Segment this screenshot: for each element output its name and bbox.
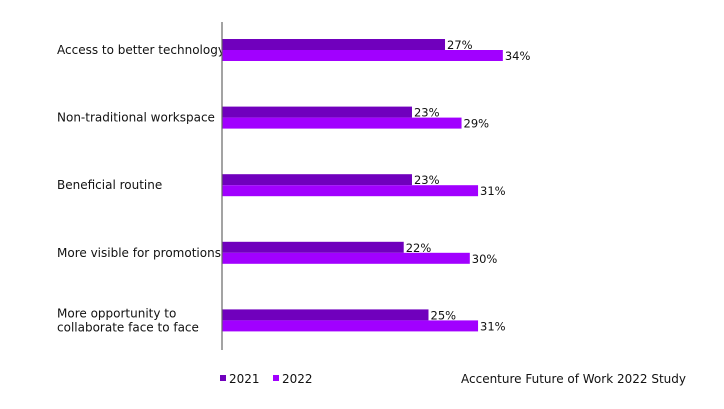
legend: 2021 2022 xyxy=(220,372,313,386)
legend-swatch-2021 xyxy=(220,375,226,381)
data-label: 31% xyxy=(480,319,506,333)
bar-2022 xyxy=(222,185,479,197)
data-label: 25% xyxy=(431,308,457,322)
bar-2022 xyxy=(222,252,470,264)
category-label: Beneficial routine xyxy=(57,178,162,192)
bar-2021 xyxy=(222,174,412,186)
legend-label: 2022 xyxy=(282,372,313,386)
bar-2021 xyxy=(222,241,404,253)
bar-2021 xyxy=(222,106,412,118)
legend-label: 2021 xyxy=(229,372,260,386)
category-label: More opportunity to collaborate face to f… xyxy=(57,306,199,334)
data-label: 30% xyxy=(472,252,498,266)
bar-2021 xyxy=(222,309,429,321)
data-label: 29% xyxy=(464,117,490,131)
source-note: Accenture Future of Work 2022 Study xyxy=(461,372,686,386)
data-label: 27% xyxy=(447,38,473,52)
category-label: More visible for promotions xyxy=(57,246,221,260)
bar-2022 xyxy=(222,50,503,61)
data-label: 22% xyxy=(406,241,432,255)
bar-2022 xyxy=(222,117,462,129)
legend-swatch-2022 xyxy=(273,375,279,381)
data-label: 31% xyxy=(480,184,506,198)
bar-2021 xyxy=(222,39,446,50)
category-label: Access to better technology xyxy=(57,43,225,57)
category-label: Non-traditional workspace xyxy=(57,111,215,125)
data-label: 23% xyxy=(414,106,440,120)
bars-layer: Access to better technology 27% 34% Non-tra… xyxy=(57,38,530,334)
data-label: 23% xyxy=(414,173,440,187)
data-label: 34% xyxy=(505,49,531,63)
bar-2022 xyxy=(222,320,479,332)
